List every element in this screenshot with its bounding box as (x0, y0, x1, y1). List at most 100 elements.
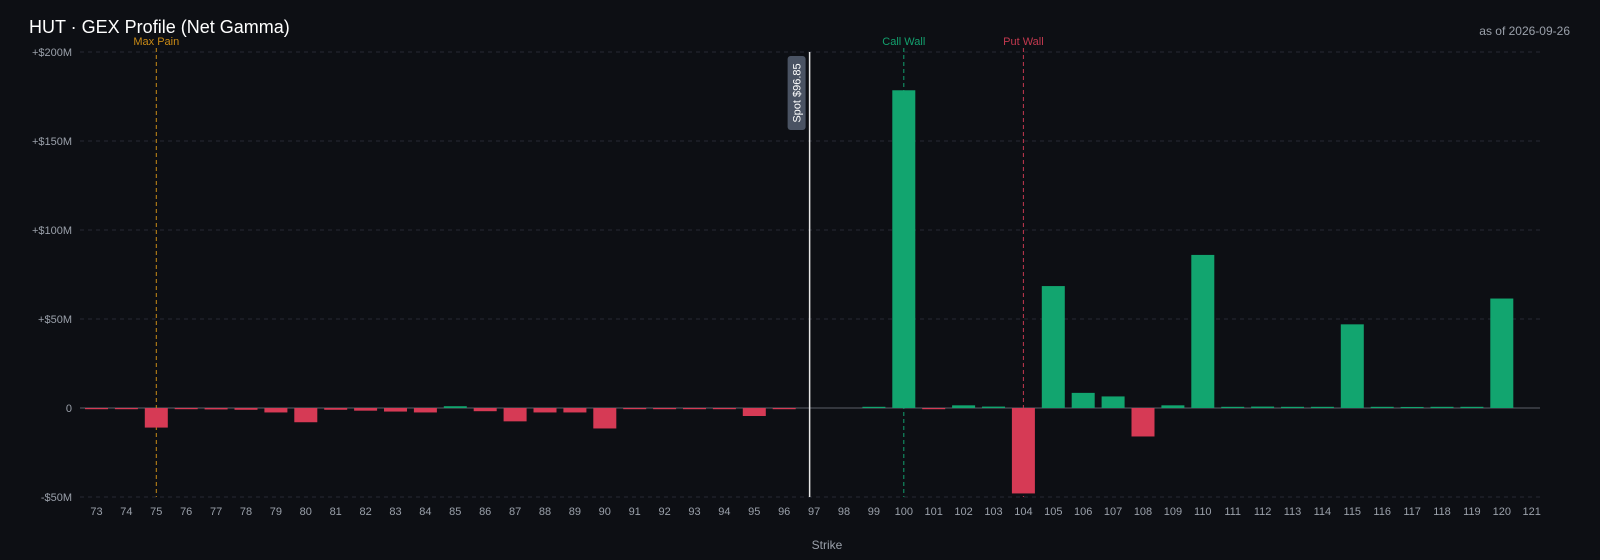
x-tick-label: 117 (1403, 506, 1421, 518)
x-tick-label: 105 (1044, 506, 1062, 518)
spot-tag: Spot $96.85 (787, 56, 806, 130)
x-tick-label: 86 (479, 506, 491, 518)
x-tick-label: 109 (1164, 506, 1182, 518)
x-tick-label: 79 (270, 506, 282, 518)
bar (623, 408, 647, 410)
x-tick-label: 73 (90, 506, 102, 518)
bar (593, 408, 617, 429)
x-tick-label: 89 (569, 506, 581, 518)
bar (503, 408, 527, 422)
bar (1191, 254, 1215, 408)
bar (922, 408, 946, 410)
bar (204, 408, 228, 410)
put-wall-label: Put Wall (1003, 36, 1044, 48)
x-tick-label: 95 (748, 506, 760, 518)
x-tick-label: 75 (150, 506, 162, 518)
x-tick-label: 103 (984, 506, 1002, 518)
chart-title: HUT · GEX Profile (Net Gamma) (29, 17, 290, 37)
spot-label: Spot $96.85 (792, 63, 804, 122)
bar (473, 408, 497, 412)
bar (264, 408, 288, 413)
bar (1460, 406, 1484, 408)
call-wall-label: Call Wall (882, 36, 925, 48)
bar (892, 90, 916, 409)
bar (1281, 406, 1304, 408)
x-tick-label: 104 (1014, 506, 1032, 518)
bar (1430, 406, 1454, 408)
x-tick-label: 99 (868, 506, 880, 518)
x-tick-label: 110 (1194, 506, 1212, 518)
bar (324, 408, 348, 410)
bar (653, 408, 677, 410)
as-of-date: as of 2026-09-26 (1479, 24, 1570, 38)
x-axis-title: Strike (812, 538, 843, 552)
x-tick-label: 84 (419, 506, 431, 518)
x-tick-label: 111 (1224, 506, 1241, 518)
x-tick-label: 114 (1314, 506, 1332, 518)
bar (1041, 286, 1065, 408)
bar (1370, 406, 1394, 408)
x-tick-label: 87 (509, 506, 521, 518)
bar (443, 406, 467, 408)
x-tick-label: 119 (1463, 506, 1481, 518)
x-tick-label: 80 (300, 506, 312, 518)
x-tick-label: 81 (330, 506, 342, 518)
y-tick-label: -$50M (41, 492, 72, 504)
x-tick-label: 82 (359, 506, 371, 518)
max-pain-label: Max Pain (133, 36, 179, 48)
bar (354, 408, 378, 411)
bar (1340, 324, 1364, 408)
x-tick-label: 90 (599, 506, 611, 518)
bar (294, 408, 318, 423)
x-tick-label: 78 (240, 506, 252, 518)
y-tick-label: +$100M (32, 225, 72, 237)
x-tick-label: 85 (449, 506, 461, 518)
y-tick-label: 0 (66, 403, 72, 415)
bar (862, 406, 886, 408)
bar (742, 408, 766, 417)
x-tick-label: 115 (1344, 506, 1362, 518)
bar (1251, 406, 1275, 408)
bar (114, 408, 138, 410)
bar (1310, 406, 1334, 408)
bar (413, 408, 437, 413)
bar (772, 408, 796, 410)
x-tick-label: 116 (1373, 506, 1391, 518)
bar (1490, 298, 1514, 408)
bar (952, 405, 976, 408)
x-tick-label: 106 (1074, 506, 1092, 518)
bar (1221, 406, 1245, 408)
x-tick-label: 121 (1523, 506, 1541, 518)
bar (533, 408, 557, 413)
x-tick-label: 74 (120, 506, 132, 518)
x-tick-label: 100 (895, 506, 913, 518)
x-tick-label: 76 (180, 506, 192, 518)
bar (683, 408, 706, 410)
x-tick-label: 118 (1433, 506, 1451, 518)
bar (1011, 408, 1035, 494)
y-tick-label: +$200M (32, 47, 72, 59)
bar (1400, 406, 1424, 408)
y-tick-label: +$50M (38, 314, 72, 326)
bar (1161, 405, 1185, 408)
x-tick-label: 97 (808, 506, 820, 518)
bar (144, 408, 168, 428)
bar (712, 408, 736, 410)
x-tick-label: 98 (838, 506, 850, 518)
x-tick-label: 93 (688, 506, 700, 518)
x-tick-label: 107 (1104, 506, 1122, 518)
bar (1101, 396, 1125, 408)
x-tick-label: 102 (954, 506, 972, 518)
x-tick-label: 113 (1284, 506, 1302, 518)
x-tick-label: 92 (658, 506, 670, 518)
bar (174, 408, 198, 410)
bar (982, 406, 1005, 408)
bar (234, 408, 258, 410)
bars-layer (85, 90, 1514, 494)
x-tick-label: 94 (718, 506, 730, 518)
labels-layer: +$200M +$150M +$100M +$50M 0 -$50M 73 74 75 76 77 7… (32, 36, 1541, 518)
x-tick-label: 120 (1493, 506, 1511, 518)
bar (85, 408, 108, 410)
x-tick-label: 77 (210, 506, 222, 518)
